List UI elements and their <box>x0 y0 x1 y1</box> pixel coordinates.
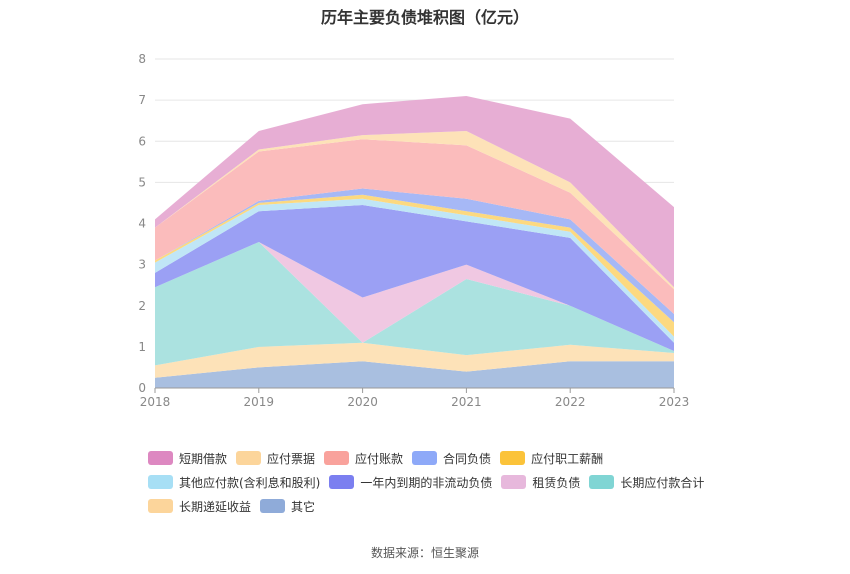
legend-label: 长期递延收益 <box>179 499 252 514</box>
legend-row: 短期借款 应付票据 应付账款 合同负债 应付职工薪酬 <box>148 446 728 470</box>
legend-label: 应付票据 <box>267 451 316 466</box>
y-tick-label: 6 <box>138 134 146 148</box>
area-series-0 <box>155 361 674 388</box>
legend-item[interactable]: 其他应付款(含利息和股利) <box>148 474 320 491</box>
area-series-10 <box>155 96 674 288</box>
x-tick-label: 2020 <box>347 395 378 409</box>
legend-label: 其他应付款(含利息和股利) <box>179 475 321 490</box>
legend-item[interactable]: 短期借款 <box>148 450 227 467</box>
legend-item[interactable]: 应付账款 <box>324 450 403 467</box>
y-tick-label: 0 <box>138 381 146 395</box>
legend-label: 短期借款 <box>179 451 228 466</box>
legend-swatch <box>500 451 526 465</box>
legend-swatch <box>148 499 173 513</box>
legend-swatch <box>412 451 438 465</box>
area-series-2 <box>155 242 674 366</box>
area-series-8 <box>155 139 674 314</box>
legend-swatch <box>589 475 615 489</box>
legend-label: 应付账款 <box>355 451 404 466</box>
legend-label: 其它 <box>291 499 316 514</box>
x-tick-label: 2018 <box>140 395 171 409</box>
x-tick-label: 2021 <box>451 395 482 409</box>
legend-swatch <box>148 451 173 465</box>
legend-swatch <box>260 499 286 513</box>
area-series-1 <box>155 342 674 378</box>
x-tick-label: 2023 <box>659 395 690 409</box>
legend-item[interactable]: 其它 <box>260 498 315 515</box>
y-tick-label: 1 <box>138 340 146 354</box>
legend-label: 应付职工薪酬 <box>531 451 604 466</box>
data-source-note: 数据来源：恒生聚源 <box>370 546 479 560</box>
legend-swatch <box>501 475 527 489</box>
y-tick-label: 8 <box>138 52 146 66</box>
legend-swatch <box>324 451 350 465</box>
legend-label: 一年内到期的非流动负债 <box>360 475 493 490</box>
legend-label: 长期应付款合计 <box>620 475 705 490</box>
legend-row: 长期递延收益 其它 <box>148 494 728 518</box>
legend-item[interactable]: 应付职工薪酬 <box>500 450 603 467</box>
chart-title: 历年主要负债堆积图（亿元） <box>320 8 529 27</box>
legend-item[interactable]: 长期应付款合计 <box>589 474 704 491</box>
y-tick-label: 4 <box>138 217 146 231</box>
axes: 0 1 2 3 4 5 6 7 8 2018 2019 2020 2021 2022 2023 <box>138 52 689 409</box>
legend-item[interactable]: 租赁负债 <box>501 474 580 491</box>
legend-item[interactable]: 长期递延收益 <box>148 498 251 515</box>
area-series-9 <box>155 131 674 290</box>
y-tick-label: 3 <box>138 258 146 272</box>
legend-swatch <box>329 475 355 489</box>
legend-swatch <box>236 451 262 465</box>
x-tick-label: 2019 <box>244 395 275 409</box>
legend-item[interactable]: 合同负债 <box>412 450 491 467</box>
y-tick-label: 7 <box>138 93 146 107</box>
legend-row: 其他应付款(含利息和股利) 一年内到期的非流动负债 租赁负债 长期应付款合计 <box>148 470 728 494</box>
area-series-layer <box>155 96 674 388</box>
x-tick-label: 2022 <box>555 395 586 409</box>
legend-item[interactable]: 应付票据 <box>236 450 315 467</box>
legend-label: 合同负债 <box>443 451 492 466</box>
legend-label: 租赁负债 <box>532 475 581 490</box>
legend-swatch <box>148 475 173 489</box>
chart-legend: 短期借款 应付票据 应付账款 合同负债 应付职工薪酬其他应付款(含利息和股利) 一年内到期… <box>148 446 728 518</box>
area-series-7 <box>155 188 674 323</box>
legend-item[interactable]: 一年内到期的非流动负债 <box>329 474 492 491</box>
area-series-3 <box>155 242 674 351</box>
y-tick-label: 2 <box>138 299 146 313</box>
y-tick-label: 5 <box>138 175 146 189</box>
area-series-4 <box>155 205 674 351</box>
